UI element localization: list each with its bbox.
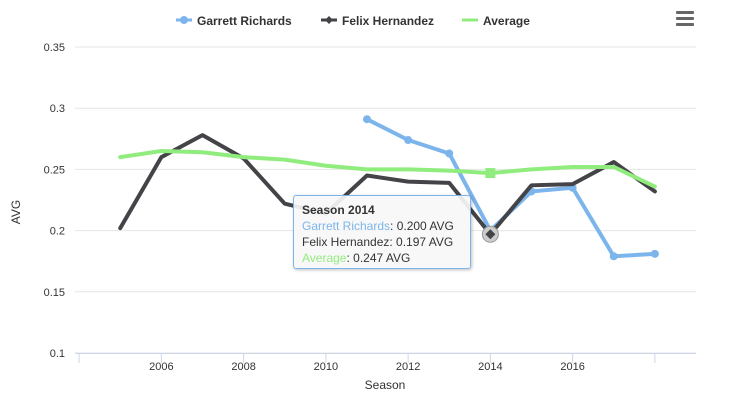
x-tick-label: 2006: [149, 361, 173, 373]
series-line[interactable]: [118, 133, 657, 237]
data-point[interactable]: [362, 115, 371, 124]
tooltip-value: 0.200 AVG: [396, 219, 454, 233]
tooltip-title: Season 2014: [302, 203, 375, 217]
legend-item-label[interactable]: Garrett Richards: [197, 14, 292, 28]
tooltip-series-name: Garrett Richards: [302, 219, 391, 233]
x-tick-label: 2008: [231, 361, 255, 373]
legend-marker: [180, 16, 188, 24]
tooltip-row-average: Average: 0.247 AVG: [302, 251, 411, 265]
legend-item-label[interactable]: Felix Hernandez: [342, 14, 434, 28]
y-tick-label: 0.3: [50, 103, 65, 115]
x-axis-title: Season: [365, 378, 406, 392]
y-tick-label: 0.2: [50, 226, 65, 238]
data-point[interactable]: [485, 229, 496, 240]
tooltip-value: 0.247 AVG: [353, 251, 411, 265]
legend: Garrett Richards Felix Hernandez Average: [176, 14, 530, 28]
data-point[interactable]: [404, 136, 413, 145]
series-line[interactable]: [118, 149, 657, 189]
data-point[interactable]: [650, 249, 659, 258]
y-tick-label: 0.15: [44, 287, 65, 299]
axes: 0.1 0.15 0.2 0.25 0.3 0.35 2006 2008 2010 2012 201…: [44, 42, 696, 373]
tooltip-value: 0.197 AVG: [396, 235, 454, 249]
data-point[interactable]: [609, 252, 618, 261]
chart-menu-button[interactable]: [672, 8, 698, 32]
y-tick-label: 0.35: [44, 42, 65, 54]
x-tick-label: 2012: [396, 361, 420, 373]
tooltip: Season 2014 Garrett Richards: 0.200 AVG …: [293, 195, 471, 269]
menu-bar-icon: [676, 11, 694, 14]
data-point[interactable]: [445, 149, 454, 158]
tooltip-row-garrett: Garrett Richards: 0.200 AVG: [302, 219, 454, 233]
menu-bar-icon: [676, 17, 694, 20]
x-tick-label: 2016: [560, 361, 584, 373]
series-lines: [118, 115, 659, 261]
legend-item-label[interactable]: Average: [483, 14, 530, 28]
x-tick-label: 2014: [478, 361, 502, 373]
menu-bar-icon: [676, 23, 694, 26]
legend-marker: [325, 16, 333, 24]
data-point[interactable]: [485, 168, 496, 179]
tooltip-series-name: Felix Hernandez: [302, 235, 390, 249]
x-tick-label: 2010: [314, 361, 338, 373]
y-axis-title: AVG: [9, 200, 23, 224]
y-tick-label: 0.25: [44, 164, 65, 176]
tooltip-row-felix: Felix Hernandez: 0.197 AVG: [302, 235, 454, 249]
y-tick-label: 0.1: [50, 348, 65, 360]
tooltip-series-name: Average: [302, 251, 347, 265]
